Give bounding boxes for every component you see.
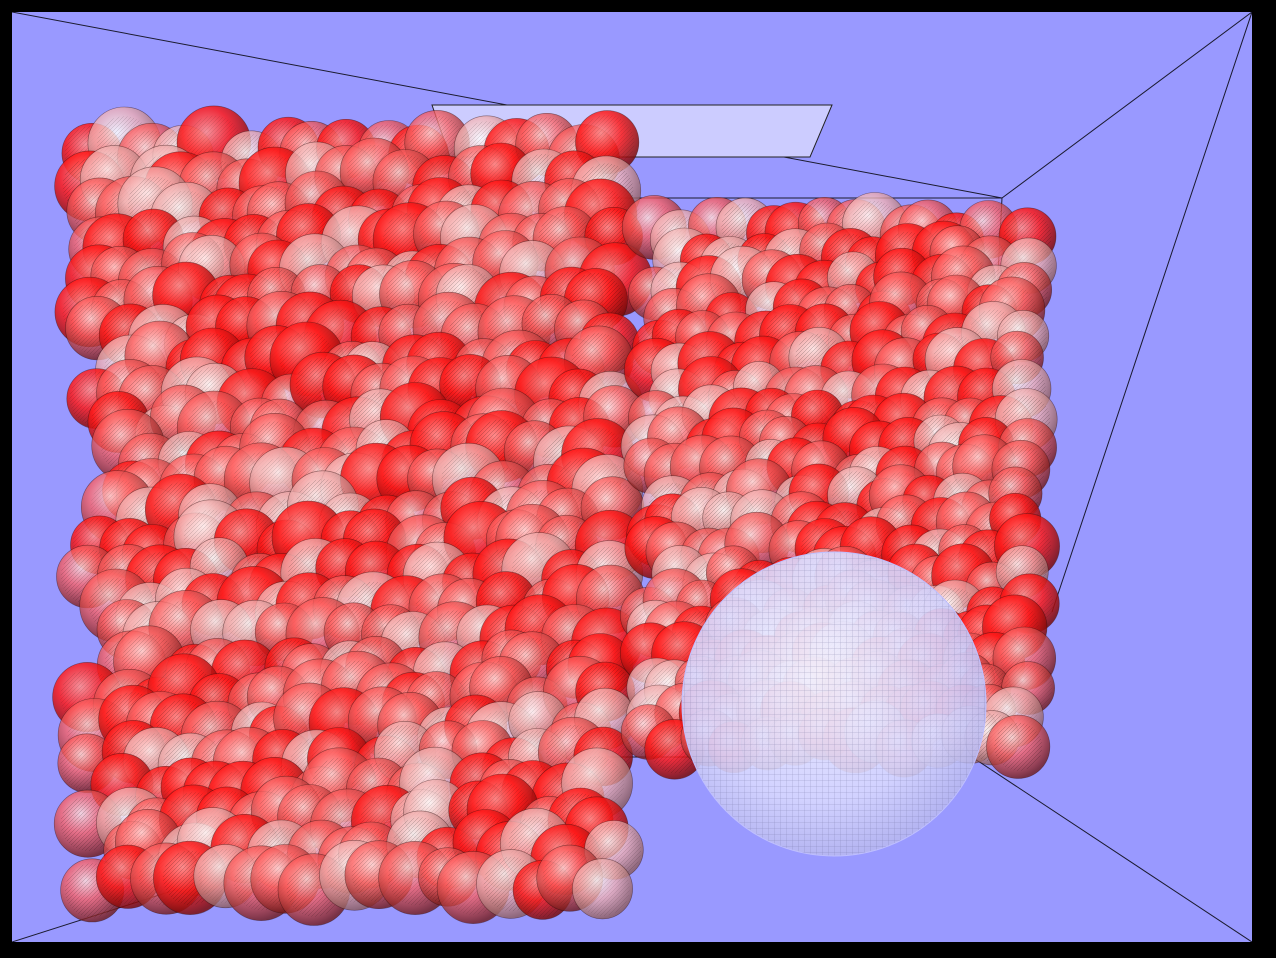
wireframe-probe-sphere xyxy=(681,551,987,857)
left-cylinder-particle-shading xyxy=(580,115,635,170)
left-particle-cylinder xyxy=(52,105,653,926)
left-cylinder-particle-shading xyxy=(575,861,630,916)
scene-canvas xyxy=(12,12,1252,942)
3d-viewport[interactable] xyxy=(12,12,1252,942)
right-cylinder-particle-shading xyxy=(994,722,1043,771)
